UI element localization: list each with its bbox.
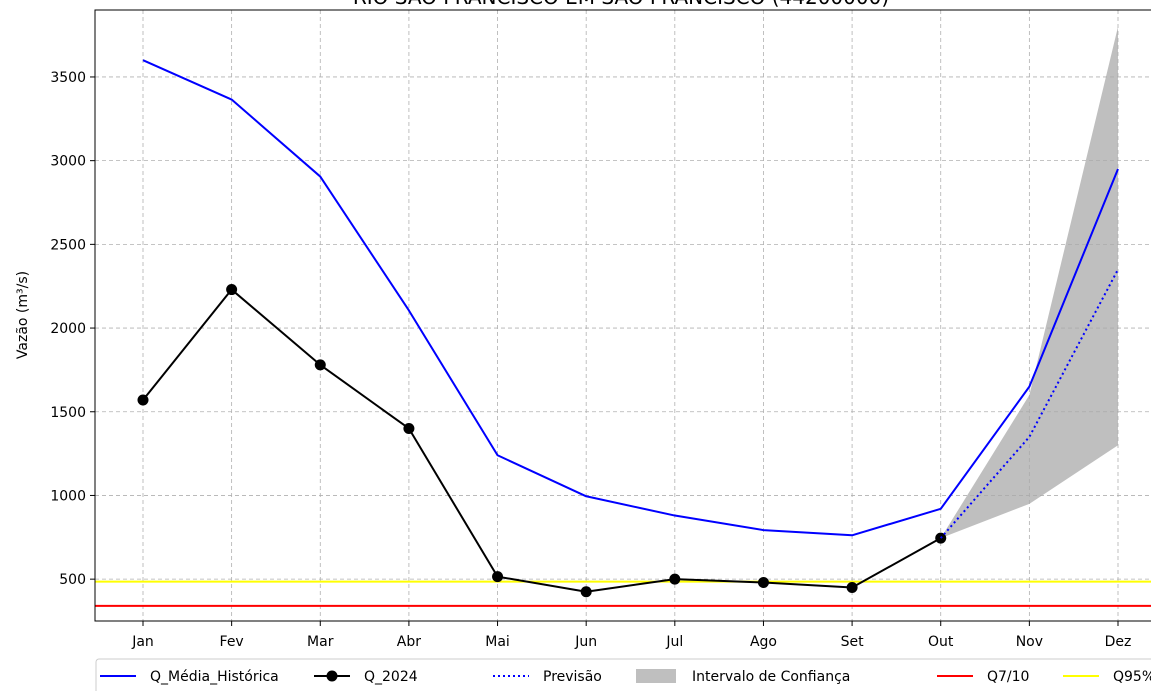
band-intervalo-de-confianca — [940, 26, 1118, 539]
plot-frame — [94, 9, 1151, 622]
x-tick-label-dez: Dez — [1105, 634, 1132, 650]
legend-marker-q-2024 — [326, 670, 338, 682]
legend: Q_Média_Histórica Q_2024 Previsão Intervalo… — [95, 658, 1151, 691]
legend-label-previsao: Previsão — [543, 669, 602, 685]
y-tick-label-1500: 1500 — [50, 405, 86, 421]
x-tick-label-jul: Jul — [665, 634, 683, 650]
series-line-q-media-historica — [142, 59, 1119, 537]
y-tick-label-2000: 2000 — [50, 321, 86, 337]
point-q-2024-mar — [314, 359, 326, 371]
y-tick-label-3500: 3500 — [50, 70, 86, 86]
series-layer — [137, 59, 1119, 598]
point-q-2024-set — [846, 582, 858, 594]
point-q-2024-ago — [757, 576, 769, 588]
x-tick-label-jun: Jun — [574, 634, 597, 650]
y-tick-label-500: 500 — [59, 572, 86, 588]
legend-label-intervalo-de-confianca: Intervalo de Confiança — [692, 669, 850, 685]
axes: Jan Fev Mar Abr Mai Jun Jul Ago Set Out Nov Dez 500 1… — [50, 9, 1151, 650]
x-tick-label-jan: Jan — [131, 634, 154, 650]
legend-label-q-media-historica: Q_Média_Histórica — [150, 669, 279, 685]
point-q-2024-jun — [580, 586, 592, 598]
legend-label-q7-10: Q7/10 — [987, 669, 1029, 685]
legend-box — [95, 658, 1151, 691]
point-q-2024-fev — [226, 284, 238, 296]
x-tick-label-set: Set — [841, 634, 865, 650]
y-tick-label-3000: 3000 — [50, 154, 86, 170]
legend-label-q-2024: Q_2024 — [364, 669, 418, 685]
x-tick-label-ago: Ago — [750, 634, 777, 650]
x-tick-label-fev: Fev — [220, 634, 244, 650]
y-tick-label-1000: 1000 — [50, 488, 86, 504]
point-q-2024-jan — [137, 394, 149, 406]
confidence-band-layer — [940, 26, 1118, 539]
series-line-previsao — [939, 268, 1119, 539]
legend-swatch-intervalo-de-confianca — [636, 669, 676, 683]
x-tick-label-out: Out — [928, 634, 954, 650]
grid — [95, 10, 1151, 621]
point-q-2024-jul — [669, 573, 681, 585]
x-tick-label-mar: Mar — [307, 634, 334, 650]
reference-lines-layer — [95, 580, 1151, 607]
y-tick-label-2500: 2500 — [50, 237, 86, 253]
y-axis-label: Vazão (m³/s) — [15, 271, 31, 359]
x-tick-label-nov: Nov — [1016, 634, 1043, 650]
chart-title: RIO SÃO FRANCISCO EM SÃO FRANCISCO (4420… — [353, 0, 889, 9]
point-q-2024-mai — [492, 571, 504, 583]
legend-label-q95: Q95% — [1113, 669, 1151, 685]
x-tick-label-mai: Mai — [485, 634, 510, 650]
x-tick-label-abr: Abr — [397, 634, 421, 650]
point-q-2024-abr — [403, 422, 415, 434]
series-line-q-2024 — [142, 288, 942, 593]
